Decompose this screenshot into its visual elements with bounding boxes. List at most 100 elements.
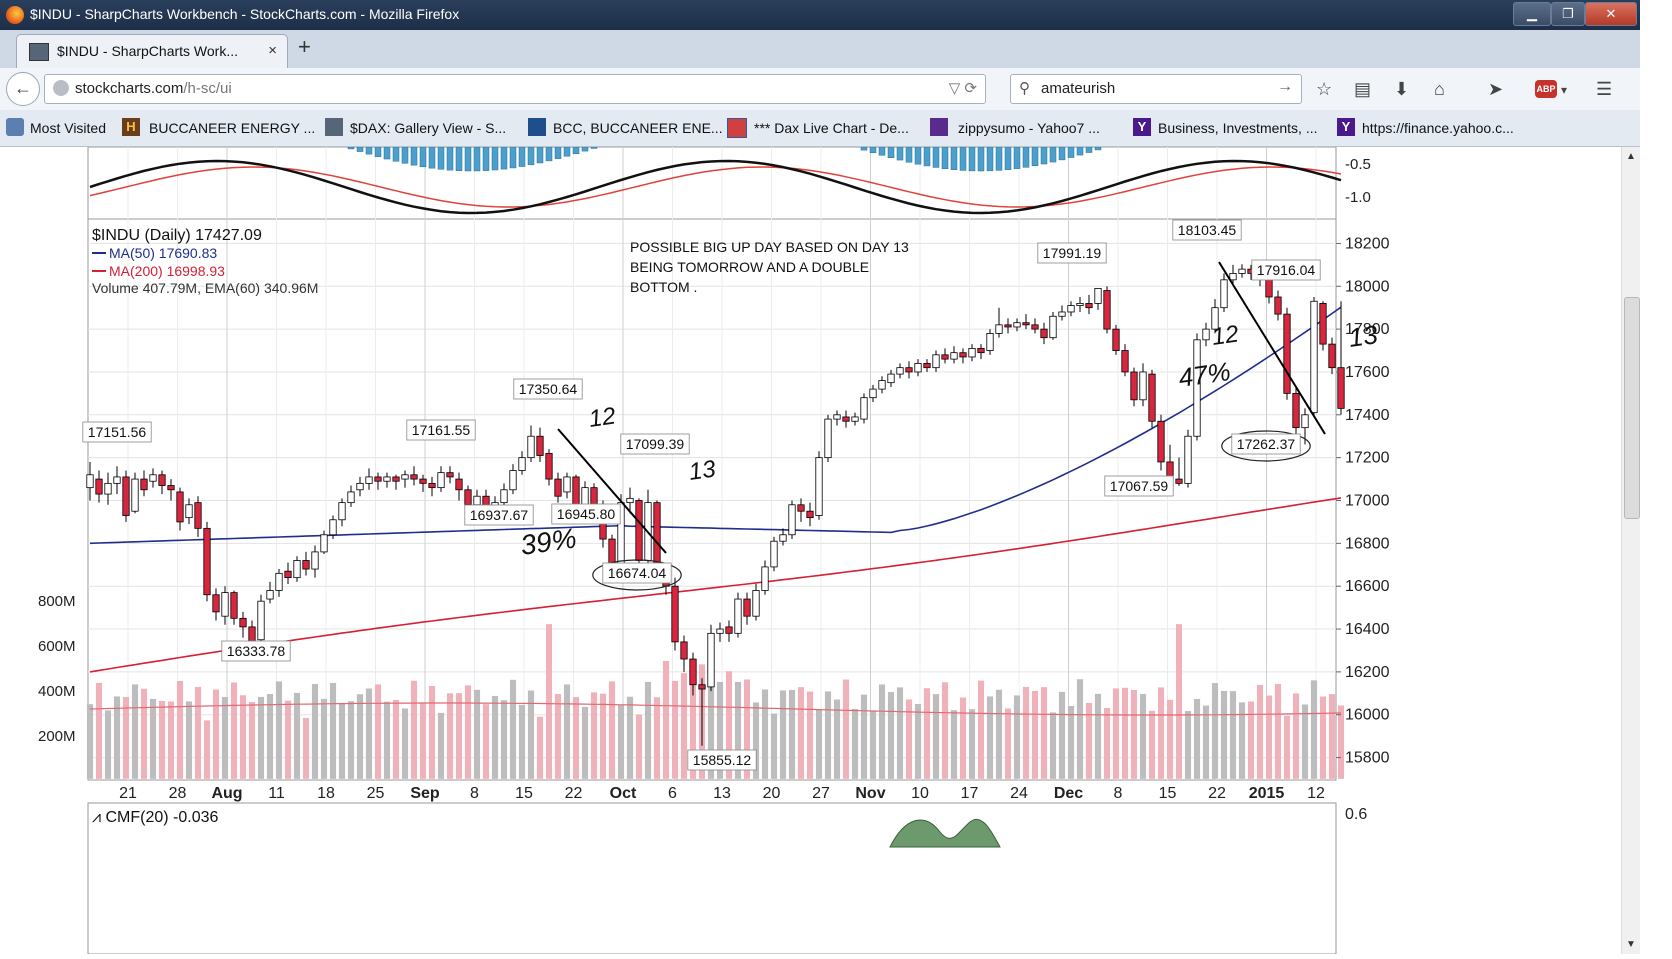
- volume-bar: [338, 703, 346, 780]
- adblock-icon[interactable]: ABP: [1535, 80, 1557, 98]
- volume-bar: [1094, 693, 1102, 780]
- volume-bar: [644, 681, 652, 780]
- candle-body: [896, 367, 904, 375]
- candle-body: [1022, 322, 1030, 326]
- bookmark-dax-gallery[interactable]: $DAX: Gallery View - S...: [350, 120, 507, 136]
- candle-body: [374, 476, 382, 482]
- bookmark-most-visited[interactable]: Most Visited: [30, 120, 106, 136]
- volume-bar: [311, 683, 319, 780]
- handwritten-mark: 13: [687, 455, 718, 486]
- reload-icon[interactable]: ▽ ⟳: [948, 80, 977, 97]
- yahoo-icon: Y: [1337, 118, 1355, 136]
- home-icon[interactable]: ⌂: [1434, 79, 1445, 99]
- candle-body: [1292, 392, 1300, 429]
- page-scrollbar[interactable]: ▲ ▼: [1621, 147, 1641, 954]
- menu-icon[interactable]: ☰: [1596, 79, 1613, 99]
- url-bar[interactable]: stockcharts.com/h-sc/ui ▽ ⟳: [44, 74, 986, 104]
- tab-sharpcharts[interactable]: $INDU - SharpCharts Work... ×: [16, 34, 288, 69]
- candle-body: [806, 510, 814, 519]
- bookmark-zippysumo[interactable]: zippysumo - Yahoo7 ...: [958, 120, 1100, 136]
- date-axis-label: Oct: [610, 785, 637, 802]
- volume-bar: [1076, 678, 1084, 780]
- new-tab-button[interactable]: +: [298, 34, 311, 59]
- candle-body: [770, 540, 778, 568]
- date-axis-label: 8: [470, 785, 479, 802]
- bookmark-yahoo-finance[interactable]: https://finance.yahoo.c...: [1362, 120, 1514, 136]
- candle-body: [959, 352, 967, 358]
- volume-bar: [473, 689, 481, 780]
- volume-bar: [833, 699, 841, 780]
- candle-body: [1202, 328, 1210, 341]
- restore-button[interactable]: ❐: [1551, 2, 1585, 26]
- candle-body: [176, 491, 184, 523]
- date-axis: 21 28 Aug 11 18 25 Sep 8 15 22 Oct 6 13 20 27 Nov 10 17 24…: [119, 785, 1325, 802]
- volume-bar: [1274, 683, 1282, 780]
- macd-histogram-bar: [986, 146, 994, 172]
- volume-bar: [635, 714, 643, 780]
- price-callout-label: 17350.64: [519, 381, 578, 397]
- candle-body: [122, 476, 130, 516]
- date-axis-label: 28: [169, 785, 187, 802]
- volume-bar: [455, 692, 463, 780]
- volume-bar: [509, 679, 517, 780]
- macd-histogram-bar: [392, 146, 400, 162]
- volume-bar: [1031, 690, 1039, 780]
- candle-body: [1130, 371, 1138, 401]
- send-icon[interactable]: ➤: [1488, 79, 1504, 99]
- reading-list-icon[interactable]: ▤: [1354, 79, 1372, 99]
- search-go-icon[interactable]: →: [1277, 78, 1293, 95]
- candle-body: [284, 570, 292, 579]
- macd-histogram-bar: [545, 146, 553, 162]
- scroll-down-icon[interactable]: ▼: [1626, 939, 1636, 950]
- volume-bar: [1184, 710, 1192, 780]
- download-icon[interactable]: ⬇: [1394, 79, 1410, 99]
- star-icon[interactable]: ☆: [1316, 79, 1333, 99]
- bookmark-bcc[interactable]: BCC, BUCCANEER ENE...: [553, 120, 723, 136]
- macd-histogram-bar: [878, 146, 886, 156]
- date-axis-label: Dec: [1054, 785, 1083, 802]
- screen-margin: [1640, 0, 1672, 954]
- macd-histogram-bar: [932, 146, 940, 168]
- macd-histogram-bar: [536, 146, 544, 164]
- search-bar[interactable]: ⚲ amateurish →: [1010, 74, 1302, 104]
- bookmark-dax-live[interactable]: *** Dax Live Chart - De...: [754, 120, 909, 136]
- back-button[interactable]: ←: [6, 72, 40, 106]
- bookmark-business-investments[interactable]: Business, Investments, ...: [1158, 120, 1318, 136]
- macd-histogram-bar: [968, 146, 976, 172]
- price-axis-label: 17200: [1345, 450, 1390, 467]
- candle-body: [743, 598, 751, 617]
- volume-bar: [968, 708, 976, 780]
- candle-body: [608, 538, 616, 566]
- candle-body: [842, 416, 850, 422]
- volume-bar: [374, 684, 382, 780]
- volume-bar: [905, 699, 913, 780]
- date-axis-label: 22: [565, 785, 583, 802]
- candle-body: [860, 397, 868, 420]
- volume-bar: [1220, 690, 1228, 780]
- tab-strip: $INDU - SharpCharts Work... ×: [0, 30, 1640, 69]
- macd-histogram-bar: [572, 146, 580, 154]
- price-callout-box: [602, 562, 672, 584]
- tab-close-icon[interactable]: ×: [268, 42, 277, 59]
- candle-body: [311, 551, 319, 570]
- search-input[interactable]: amateurish: [1041, 80, 1116, 97]
- date-axis-label: Aug: [211, 785, 242, 802]
- volume-bar: [734, 681, 742, 780]
- volume-bar: [896, 687, 904, 780]
- macd-histogram-bar: [365, 146, 373, 155]
- legend-ma50: MA(50) 17690.83: [109, 245, 217, 261]
- adblock-dropdown-icon[interactable]: ▾: [1561, 83, 1568, 97]
- minimize-button[interactable]: ▁: [1513, 2, 1551, 26]
- volume-bar: [1238, 702, 1246, 780]
- scroll-up-icon[interactable]: ▲: [1626, 151, 1636, 162]
- scrollbar-thumb[interactable]: [1624, 297, 1640, 519]
- candle-body: [626, 497, 634, 504]
- candle-body: [104, 482, 112, 495]
- volume-bar: [1103, 707, 1111, 780]
- volume-bar: [977, 680, 985, 780]
- bookmark-buccaneer-energy[interactable]: BUCCANEER ENERGY ...: [149, 120, 316, 136]
- close-window-button[interactable]: ✕: [1585, 2, 1637, 26]
- chart-favicon-icon: [29, 43, 49, 61]
- price-callout-label: 17099.39: [626, 436, 685, 452]
- price-axis-label: 16400: [1345, 621, 1390, 638]
